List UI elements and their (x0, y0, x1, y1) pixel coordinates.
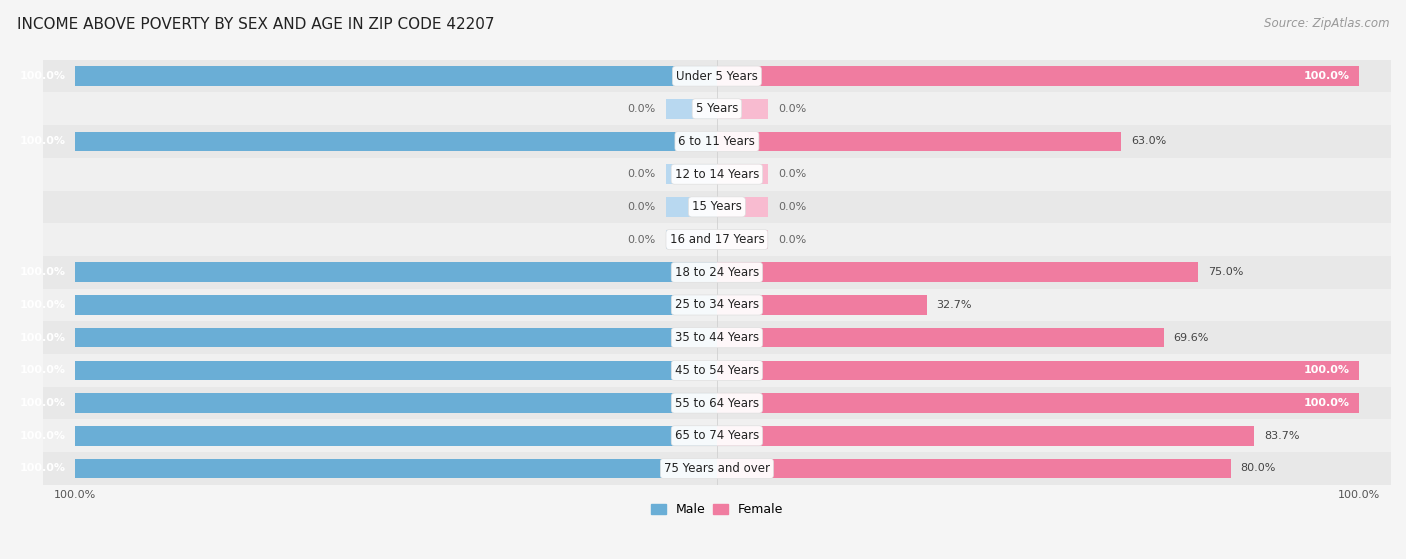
Bar (42, 92, 1391, 125)
Text: 80.0%: 80.0% (1240, 463, 1275, 473)
Bar (42, 354, 1391, 387)
Bar (42, 419, 1391, 452)
Text: 69.6%: 69.6% (1174, 333, 1209, 343)
Bar (75, 295, 717, 315)
Bar (75, 426, 717, 446)
Text: 16 and 17 Years: 16 and 17 Years (669, 233, 765, 246)
Text: 45 to 54 Years: 45 to 54 Years (675, 364, 759, 377)
Bar (717, 426, 1254, 446)
Text: 0.0%: 0.0% (627, 202, 657, 212)
Text: 100.0%: 100.0% (1303, 366, 1350, 376)
Text: 100.0%: 100.0% (1303, 71, 1350, 81)
Text: 0.0%: 0.0% (627, 104, 657, 114)
Bar (42, 191, 1391, 223)
Bar (717, 295, 927, 315)
Bar (665, 230, 717, 249)
Bar (42, 125, 1391, 158)
Text: INCOME ABOVE POVERTY BY SEX AND AGE IN ZIP CODE 42207: INCOME ABOVE POVERTY BY SEX AND AGE IN Z… (17, 17, 495, 32)
Bar (717, 132, 1122, 151)
Bar (717, 99, 768, 119)
Bar (717, 361, 1360, 380)
Bar (42, 223, 1391, 256)
Text: 55 to 64 Years: 55 to 64 Years (675, 396, 759, 410)
Bar (717, 394, 1360, 413)
Text: Under 5 Years: Under 5 Years (676, 69, 758, 83)
Bar (75, 67, 717, 86)
Text: 0.0%: 0.0% (627, 169, 657, 179)
Text: 6 to 11 Years: 6 to 11 Years (679, 135, 755, 148)
Bar (665, 197, 717, 217)
Text: 100.0%: 100.0% (1303, 398, 1350, 408)
Legend: Male, Female: Male, Female (645, 498, 789, 521)
Text: 35 to 44 Years: 35 to 44 Years (675, 331, 759, 344)
Text: 25 to 34 Years: 25 to 34 Years (675, 299, 759, 311)
Text: 15 Years: 15 Years (692, 200, 742, 214)
Text: 65 to 74 Years: 65 to 74 Years (675, 429, 759, 442)
Bar (717, 459, 1230, 479)
Bar (42, 158, 1391, 191)
Bar (42, 387, 1391, 419)
Bar (42, 256, 1391, 288)
Text: 83.7%: 83.7% (1264, 431, 1299, 441)
Text: 100.0%: 100.0% (20, 463, 65, 473)
Bar (717, 328, 1164, 348)
Text: 0.0%: 0.0% (778, 169, 806, 179)
Text: 0.0%: 0.0% (627, 235, 657, 245)
Text: 0.0%: 0.0% (778, 202, 806, 212)
Bar (665, 164, 717, 184)
Text: 100.0%: 100.0% (20, 431, 65, 441)
Text: 32.7%: 32.7% (936, 300, 972, 310)
Bar (665, 99, 717, 119)
Bar (717, 230, 768, 249)
Text: 63.0%: 63.0% (1130, 136, 1166, 146)
Bar (75, 328, 717, 348)
Bar (42, 452, 1391, 485)
Bar (75, 459, 717, 479)
Text: 100.0%: 100.0% (20, 71, 65, 81)
Bar (42, 321, 1391, 354)
Text: 18 to 24 Years: 18 to 24 Years (675, 266, 759, 279)
Bar (717, 67, 1360, 86)
Bar (75, 394, 717, 413)
Text: 100.0%: 100.0% (20, 300, 65, 310)
Text: 100.0%: 100.0% (20, 333, 65, 343)
Text: 5 Years: 5 Years (696, 102, 738, 115)
Text: 100.0%: 100.0% (20, 398, 65, 408)
Text: 75.0%: 75.0% (1208, 267, 1243, 277)
Text: 75 Years and over: 75 Years and over (664, 462, 770, 475)
Bar (75, 361, 717, 380)
Text: 0.0%: 0.0% (778, 104, 806, 114)
Bar (717, 197, 768, 217)
Bar (717, 263, 1198, 282)
Text: 100.0%: 100.0% (20, 366, 65, 376)
Bar (42, 288, 1391, 321)
Text: 12 to 14 Years: 12 to 14 Years (675, 168, 759, 181)
Text: 100.0%: 100.0% (20, 136, 65, 146)
Bar (717, 164, 768, 184)
Bar (75, 263, 717, 282)
Bar (42, 60, 1391, 92)
Text: 0.0%: 0.0% (778, 235, 806, 245)
Text: 100.0%: 100.0% (20, 267, 65, 277)
Text: Source: ZipAtlas.com: Source: ZipAtlas.com (1264, 17, 1389, 30)
Bar (75, 132, 717, 151)
